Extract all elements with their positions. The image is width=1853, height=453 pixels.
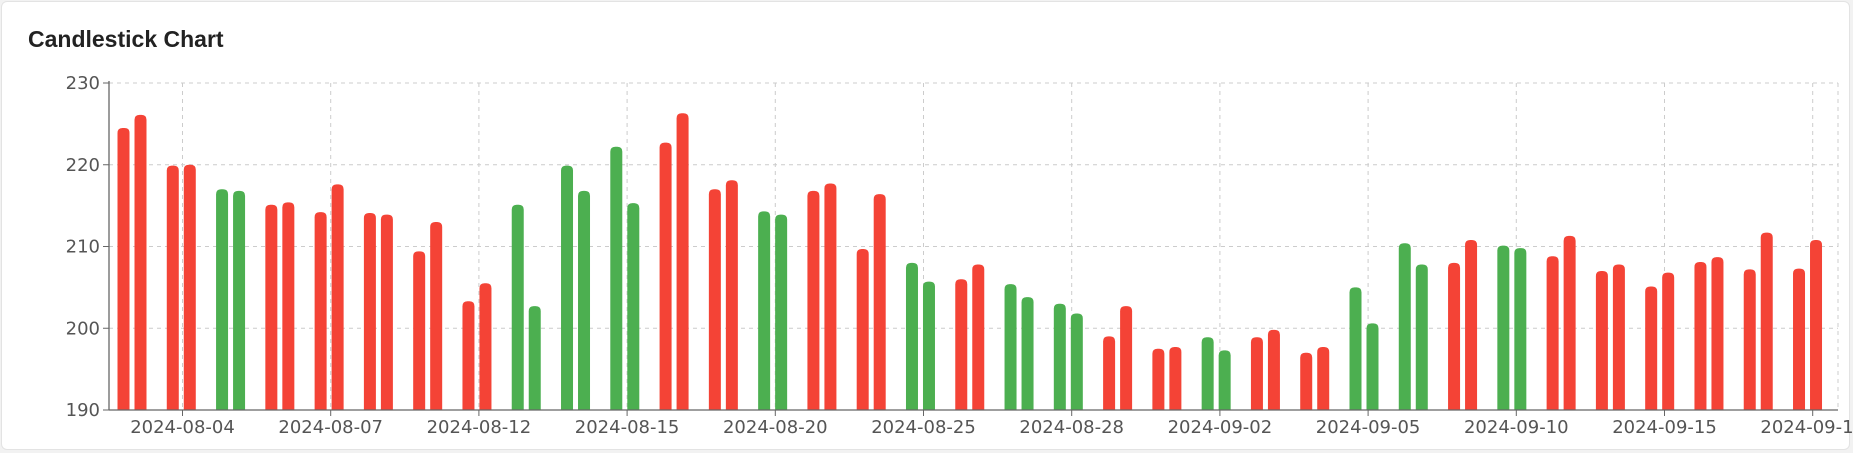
bar-first (708, 189, 721, 410)
bar-first (117, 127, 130, 411)
bar-second (134, 114, 147, 410)
bar-second (282, 202, 295, 410)
bar-second (1366, 323, 1379, 410)
bar-second (1514, 248, 1527, 410)
y-tick-label: 220 (66, 155, 100, 176)
bar-first (511, 204, 524, 410)
bar-first (363, 212, 376, 410)
bar-first (462, 301, 475, 410)
bar-second (1612, 264, 1625, 410)
bar-second (1317, 347, 1330, 410)
bar-second (183, 164, 196, 410)
y-tick-label: 230 (66, 73, 100, 94)
bar-first (1398, 243, 1411, 410)
x-tick-label: 2024-09-05 (1316, 417, 1421, 438)
bar-first (216, 189, 229, 410)
bar-first (1546, 256, 1559, 410)
y-tick-label: 200 (66, 318, 100, 339)
bar-second (1563, 235, 1576, 410)
bar-first (1349, 287, 1362, 410)
bar-second (1267, 329, 1280, 410)
bar-second (1120, 306, 1133, 410)
y-tick-label: 190 (66, 400, 100, 421)
bar-first (413, 251, 426, 410)
bar-second (1169, 347, 1182, 410)
chart-title: Candlestick Chart (28, 26, 224, 52)
bar-first (166, 165, 179, 410)
bar-second (1218, 350, 1231, 410)
x-tick-label: 2024-09-02 (1168, 417, 1273, 438)
bar-first (659, 142, 672, 411)
bar-first (1497, 245, 1510, 410)
bar-first (1053, 303, 1066, 410)
bar-first (955, 279, 968, 410)
bar-first (1152, 348, 1165, 410)
bar-first (1103, 336, 1116, 410)
bar-second (1021, 297, 1034, 410)
x-tick-label: 2024-08-12 (427, 417, 532, 438)
bar-second (233, 190, 246, 410)
bar-second (824, 183, 837, 410)
x-tick-label: 2024-08-25 (871, 417, 976, 438)
bar-second (578, 190, 591, 410)
x-tick-label: 2024-09-10 (1464, 417, 1569, 438)
x-tick-label: 2024-08-07 (278, 417, 383, 438)
bar-first (1300, 352, 1313, 410)
bar-first (758, 211, 771, 410)
x-tick-label: 2024-09-15 (1612, 417, 1717, 438)
bar-first (1250, 337, 1263, 410)
bar-first (1743, 269, 1756, 410)
bar-second (775, 214, 788, 410)
bar-first (1004, 284, 1017, 410)
bar-second (873, 194, 886, 410)
x-tick-label: 2024-08-28 (1019, 417, 1124, 438)
x-tick-label: 2024-08-20 (723, 417, 828, 438)
bar-second (725, 180, 738, 410)
bar-first (1645, 286, 1658, 410)
bar-second (922, 281, 935, 410)
bar-second (1070, 313, 1083, 410)
bar-second (1662, 272, 1675, 410)
bar-first (265, 204, 278, 410)
bar-second (479, 283, 492, 410)
bar-second (380, 214, 393, 410)
bar-first (561, 165, 574, 410)
bar-second (528, 306, 541, 410)
y-tick-label: 210 (66, 237, 100, 258)
bar-second (430, 221, 443, 410)
bar-first (314, 212, 327, 410)
bar-second (627, 203, 640, 410)
bar-first (1201, 337, 1214, 410)
bar-second (1711, 257, 1724, 410)
bar-first (856, 248, 869, 410)
bar-first (1793, 268, 1806, 410)
bar-first (1694, 262, 1707, 410)
bar-second (1760, 232, 1773, 410)
bar-second (1810, 239, 1823, 410)
bar-first (1448, 262, 1461, 410)
bar-second (331, 184, 344, 410)
bar-second (676, 113, 689, 410)
x-tick-label: 2024-09-18 (1760, 417, 1853, 438)
bar-first (610, 146, 623, 410)
bar-second (972, 264, 985, 410)
bar-first (905, 262, 918, 410)
bar-second (1465, 239, 1478, 410)
bar-first (1595, 271, 1608, 410)
x-tick-label: 2024-08-15 (575, 417, 680, 438)
x-tick-label: 2024-08-04 (130, 417, 235, 438)
bar-second (1415, 264, 1428, 410)
bar-first (807, 190, 820, 410)
